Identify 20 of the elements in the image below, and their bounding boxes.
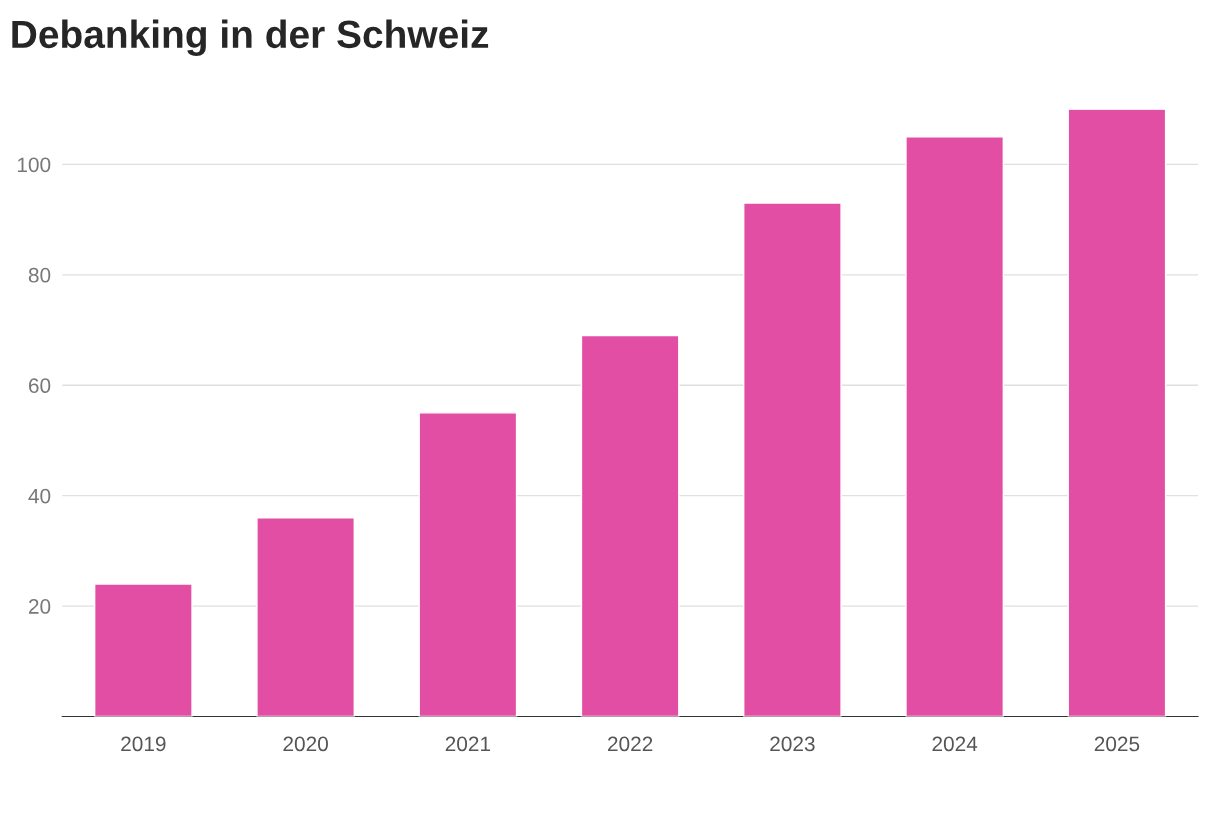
y-tick-label: 40 (28, 488, 51, 504)
bar (1067, 109, 1167, 717)
bar (743, 202, 842, 717)
bar (580, 334, 680, 717)
x-tick-label: 2021 (445, 736, 491, 752)
x-tick-label: 2023 (770, 736, 815, 752)
x-tick-label: 2024 (932, 736, 978, 752)
x-tick-label: 2019 (121, 736, 166, 752)
y-tick-label: 80 (28, 267, 51, 283)
bar (256, 517, 355, 717)
y-tick-label: 60 (29, 378, 51, 394)
x-tick-label: 2020 (283, 736, 328, 752)
chart-title: Debanking in der Schweiz (12, 19, 489, 57)
x-tick-label: 2025 (1094, 736, 1140, 752)
bar (905, 136, 1005, 717)
x-tick-label: 2022 (608, 736, 653, 752)
y-tick-label: 20 (28, 599, 51, 614)
bar (93, 583, 193, 717)
bar (418, 412, 518, 717)
y-tick-label: 100 (17, 157, 51, 173)
